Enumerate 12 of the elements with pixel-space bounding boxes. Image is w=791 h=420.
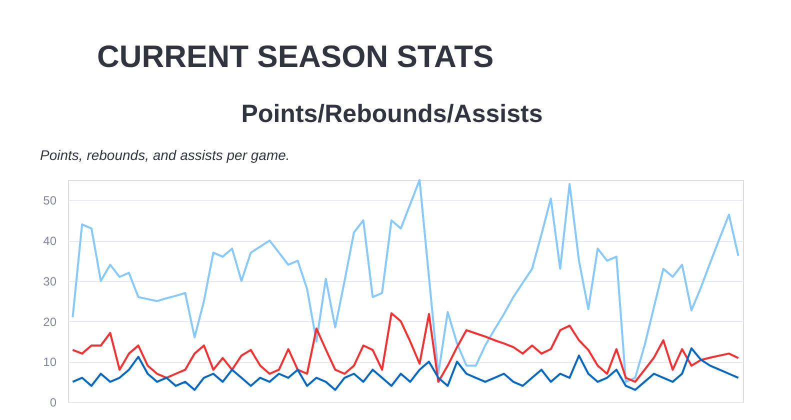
y-tick-label: 30 [43, 274, 57, 288]
y-tick-label: 40 [43, 234, 57, 248]
y-tick-label: 20 [43, 314, 57, 329]
y-tick-label: 0 [50, 396, 57, 410]
line-series [72, 312, 740, 383]
y-tick-label: 50 [43, 194, 57, 208]
text: CURRENT SEASON STATS [97, 39, 494, 74]
line-series [72, 347, 740, 391]
chart-subtitle: Points, rebounds, and assists per game. [40, 147, 290, 163]
chart-title: Points/Rebounds/Assists [241, 100, 543, 128]
y-tick-label: 10 [43, 355, 57, 370]
line-series [72, 179, 740, 383]
